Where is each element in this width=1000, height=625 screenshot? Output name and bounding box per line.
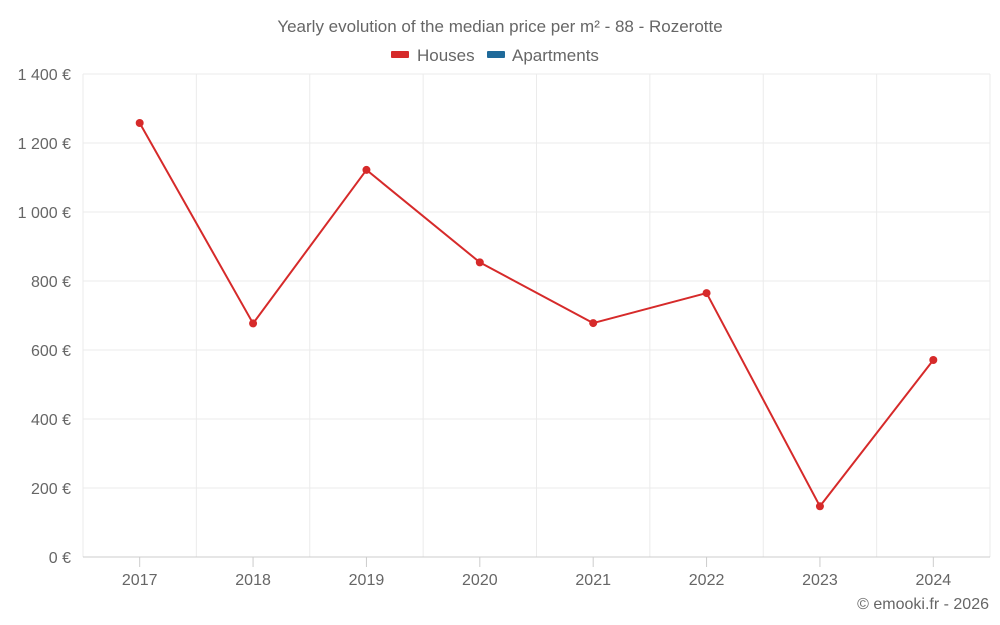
data-point-2022[interactable] [702, 289, 711, 298]
x-tick-label: 2018 [235, 572, 271, 589]
axes: 0 € 200 € 400 € 600 € 800 € 1 000 € 1 200 € 1 4… [18, 67, 990, 589]
data-point-2019[interactable] [362, 165, 371, 174]
x-tick-label: 2024 [916, 572, 952, 589]
legend-label-apartments: Apartments [512, 46, 599, 65]
grid [82, 73, 991, 557]
legend-label-houses: Houses [417, 46, 475, 65]
legend-swatch-houses [391, 51, 409, 58]
legend-item-apartments[interactable]: Apartments [487, 46, 599, 65]
series-houses [135, 118, 938, 511]
legend-item-houses[interactable]: Houses [391, 46, 475, 65]
data-point-2021[interactable] [589, 319, 598, 328]
x-tick-label: 2020 [462, 572, 498, 589]
data-point-2024[interactable] [929, 356, 938, 365]
x-tick-label: 2017 [122, 572, 158, 589]
x-tick-label: 2019 [349, 572, 385, 589]
y-tick-label: 0 € [49, 550, 71, 567]
data-point-2020[interactable] [475, 258, 484, 267]
legend: Houses Apartments [391, 46, 599, 65]
series-line-houses [138, 122, 935, 508]
x-tick-label: 2023 [802, 572, 838, 589]
legend-swatch-apartments [487, 51, 505, 58]
y-tick-label: 1 400 € [18, 67, 71, 84]
y-tick-label: 200 € [31, 481, 71, 498]
data-point-2018[interactable] [249, 319, 258, 328]
data-point-2023[interactable] [815, 502, 824, 511]
y-tick-label: 800 € [31, 274, 71, 291]
x-tick-label: 2021 [575, 572, 611, 589]
x-tick-label: 2022 [689, 572, 725, 589]
y-tick-label: 400 € [31, 412, 71, 429]
y-tick-label: 600 € [31, 343, 71, 360]
credit-text: © emooki.fr - 2026 [857, 596, 989, 613]
y-tick-label: 1 000 € [18, 205, 71, 222]
chart-title: Yearly evolution of the median price per… [277, 17, 722, 36]
y-tick-label: 1 200 € [18, 136, 71, 153]
data-point-2017[interactable] [135, 118, 144, 127]
